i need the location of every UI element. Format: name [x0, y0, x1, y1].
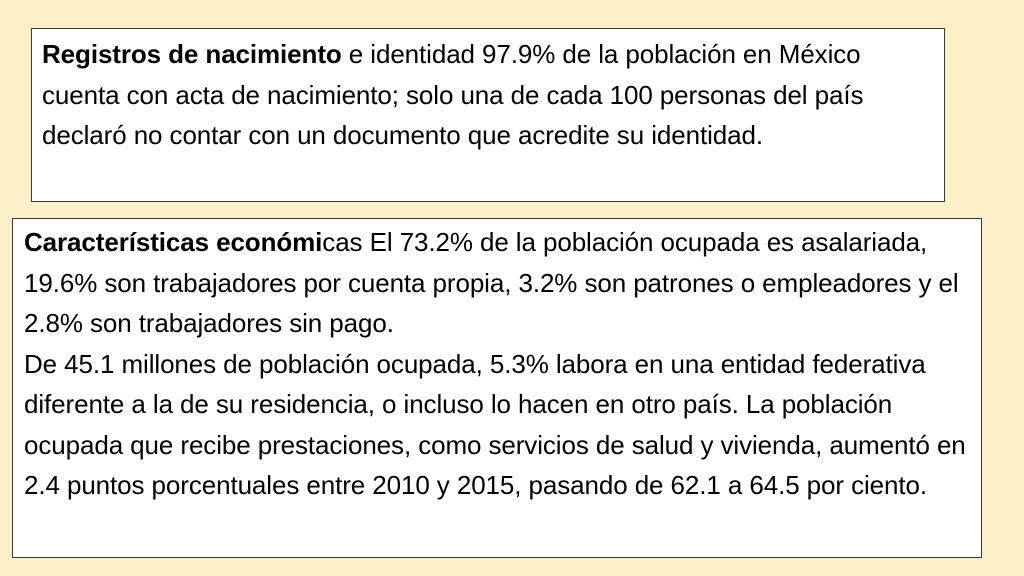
economicas-textbox: Características económicas El 73.2% de l…: [12, 218, 982, 558]
economicas-body-1: cas El 73.2% de la población ocupada es …: [24, 227, 959, 338]
economicas-paragraph-2: De 45.1 millones de población ocupada, 5…: [24, 348, 966, 501]
economicas-heading: Características económi: [24, 227, 323, 257]
registros-heading: Registros de nacimiento: [42, 39, 342, 69]
registros-body: e identidad 97.9% de la población en Méx…: [42, 39, 864, 150]
registros-textbox: Registros de nacimiento e identidad 97.9…: [31, 28, 945, 202]
economicas-paragraph-1: Características económicas El 73.2% de l…: [24, 222, 971, 344]
